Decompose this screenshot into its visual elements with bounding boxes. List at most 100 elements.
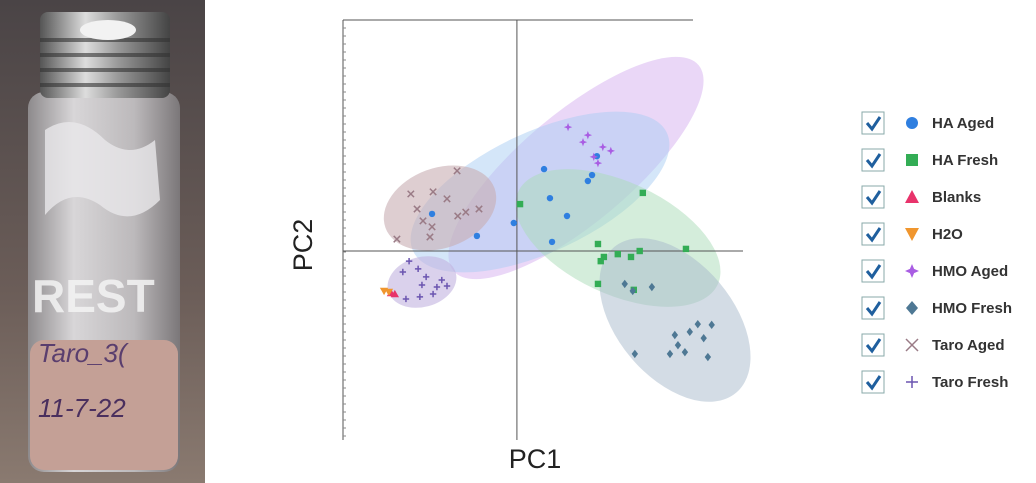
marker xyxy=(639,189,647,197)
marker xyxy=(413,205,421,213)
marker xyxy=(438,276,445,284)
checkmark[interactable] xyxy=(865,375,882,391)
marker xyxy=(578,137,588,147)
marker xyxy=(704,352,712,362)
checkmark[interactable] xyxy=(865,227,882,243)
marker xyxy=(453,167,461,175)
marker xyxy=(682,245,690,253)
photo-text: Taro_3( xyxy=(38,338,129,368)
marker xyxy=(443,195,451,203)
marker xyxy=(584,177,592,185)
marker xyxy=(475,205,483,213)
checkmark[interactable] xyxy=(865,116,882,132)
legend-checkbox[interactable] xyxy=(861,370,885,394)
marker xyxy=(681,347,689,357)
marker xyxy=(418,281,426,289)
marker xyxy=(416,293,424,301)
legend-label: Taro Fresh xyxy=(932,374,1008,391)
marker xyxy=(429,290,437,298)
checkmark[interactable] xyxy=(865,153,882,169)
checkbox[interactable] xyxy=(861,222,885,246)
checkbox[interactable] xyxy=(861,296,885,320)
legend-checkbox[interactable] xyxy=(861,259,885,283)
legend-label: Blanks xyxy=(932,189,981,206)
checkbox[interactable] xyxy=(861,111,885,135)
marker xyxy=(674,340,682,350)
checkbox[interactable] xyxy=(861,333,885,357)
marker xyxy=(671,330,679,340)
legend-label: H2O xyxy=(932,226,963,243)
marker xyxy=(583,130,593,140)
legend-checkbox[interactable] xyxy=(861,111,885,135)
marker xyxy=(598,142,608,152)
y-axis-label: PC2 xyxy=(288,219,318,272)
legend-label: HA Fresh xyxy=(932,152,998,169)
legend-checkbox[interactable] xyxy=(861,333,885,357)
marker xyxy=(390,289,400,298)
checkmark[interactable] xyxy=(865,301,882,317)
checkbox[interactable] xyxy=(861,370,885,394)
marker xyxy=(428,223,436,231)
marker xyxy=(905,190,919,203)
marker xyxy=(905,228,919,241)
photo-text: REST xyxy=(32,270,155,322)
marker xyxy=(546,194,554,202)
marker xyxy=(588,171,596,179)
marker xyxy=(627,253,635,261)
marker xyxy=(405,257,413,265)
marker xyxy=(694,319,701,329)
marker xyxy=(548,238,556,246)
marker xyxy=(422,273,430,281)
checkmark[interactable] xyxy=(865,338,882,354)
marker xyxy=(629,286,636,296)
marker xyxy=(614,250,621,258)
marker xyxy=(906,376,918,388)
x-axis-label: PC1 xyxy=(509,444,562,474)
marker xyxy=(906,117,918,129)
marker xyxy=(636,247,643,255)
marker xyxy=(700,333,707,343)
marker xyxy=(666,349,674,359)
marker xyxy=(516,200,524,208)
marker xyxy=(686,327,693,337)
marker xyxy=(393,235,401,243)
marker xyxy=(593,158,603,168)
marker xyxy=(906,154,918,166)
marker xyxy=(563,122,573,132)
marker xyxy=(708,320,715,330)
checkbox[interactable] xyxy=(861,185,885,209)
marker xyxy=(648,282,656,292)
marker xyxy=(414,265,422,273)
marker xyxy=(631,349,639,359)
legend-checkbox[interactable] xyxy=(861,185,885,209)
photo-text: 11-7-22 xyxy=(38,393,126,423)
checkmark[interactable] xyxy=(865,190,882,206)
legend-checkbox[interactable] xyxy=(861,296,885,320)
marker xyxy=(600,253,608,261)
checkbox[interactable] xyxy=(861,148,885,172)
marker xyxy=(905,264,919,278)
legend-label: HA Aged xyxy=(932,115,994,132)
marker xyxy=(594,240,602,248)
marker xyxy=(429,188,437,196)
marker xyxy=(462,208,470,216)
marker xyxy=(905,338,919,352)
marker xyxy=(428,210,436,218)
marker xyxy=(407,190,415,198)
legend-checkbox[interactable] xyxy=(861,148,885,172)
marker xyxy=(621,279,628,289)
marker xyxy=(563,212,571,220)
marker xyxy=(540,165,548,173)
legend-label: HMO Fresh xyxy=(932,300,1012,317)
legend-checkbox[interactable] xyxy=(861,222,885,246)
legend: HA Aged HA Fresh Blanks H2O HMO Aged HMO Fres… xyxy=(861,111,1012,394)
checkbox[interactable] xyxy=(861,259,885,283)
marker xyxy=(419,217,427,225)
marker xyxy=(510,219,517,227)
marker xyxy=(399,268,407,276)
marker xyxy=(906,301,918,315)
marker xyxy=(384,288,394,297)
marker xyxy=(606,146,616,156)
checkmark[interactable] xyxy=(865,264,882,280)
